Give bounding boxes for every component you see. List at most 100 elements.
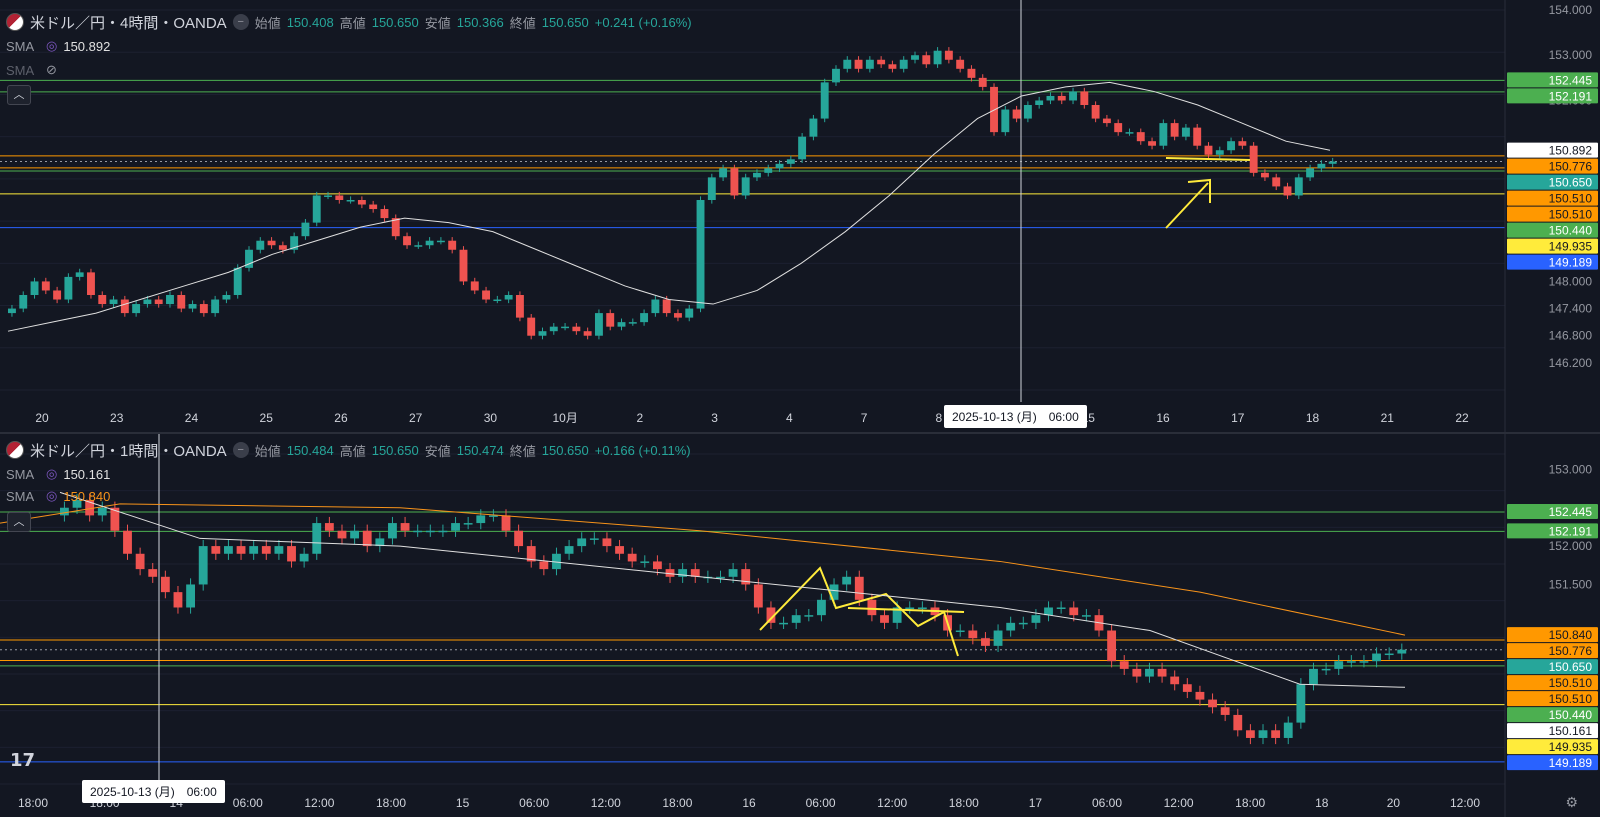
candle-body [160,576,170,593]
sma-row-1[interactable]: SMA ◎ 150.161 [6,462,691,486]
chart-pane-1h[interactable]: 153.000 152.000 151.500 152.445 152.191 150.8… [0,434,1600,817]
y-tick-label: 153.000 [1549,48,1593,62]
sma-row-1[interactable]: SMA ◎ 150.892 [6,34,692,58]
sma-source-icon: ◎ [46,38,58,53]
x-tick-label: 30 [484,411,498,425]
minus-icon[interactable]: − [232,442,249,458]
candle-body [978,77,987,87]
candlestick-chart-4h[interactable]: 154.000153.000152.000148.000147.400146.8… [0,0,1600,432]
symbol-title[interactable]: 米ドル／円・4時間・OANDA [30,14,227,32]
candle-body [564,546,574,554]
price-tag-label: 152.191 [1549,524,1593,538]
price-tag [1507,755,1598,771]
candle-body [85,500,95,516]
sma-line [59,491,1406,688]
candle-body [290,236,299,250]
symbol-row: 米ドル／円・1時間・OANDA − 始値 150.484 高値 150.650 安値… [6,438,691,462]
candle-body [719,168,728,178]
candle-body [606,313,615,327]
x-tick-label: 10月 [552,411,577,425]
candle-body [8,308,16,314]
candlestick-chart-1h[interactable]: 153.000 152.000 151.500 152.445 152.191 150.8… [0,434,1600,817]
eye-hidden-icon[interactable]: ⊘ [46,62,57,77]
high-value: 150.650 [371,442,419,458]
candle-body [198,546,208,585]
candle-body [1044,607,1053,616]
candle-body [1321,668,1331,671]
candle-body [375,538,385,547]
price-tag-label: 150.440 [1549,708,1593,722]
candle-body [211,546,221,554]
candle-body [1258,730,1268,738]
candle-body [482,290,491,300]
chart-pane-4h[interactable]: 154.000153.000152.000148.000147.400146.8… [0,0,1600,432]
candle-body [30,281,39,295]
candle-body [98,295,107,305]
candle-body [1245,730,1255,738]
candle-body [1170,123,1179,137]
candle-body [843,59,852,69]
candle-body [652,561,662,570]
x-tick-label: 27 [409,411,423,425]
candle-body [786,159,795,164]
candle-body [690,569,700,577]
candle-body [346,200,355,202]
candle-body [662,299,671,314]
minus-icon[interactable]: − [232,14,249,30]
sma-row-2[interactable]: SMA ⊘ [6,58,692,82]
candle-body [425,530,435,533]
x-tick-label: 12:00 [304,796,334,810]
x-tick-label: 15 [456,796,470,810]
candle-body [1296,684,1306,723]
candle-body [222,295,231,300]
x-tick-label: 7 [861,411,868,425]
sma-line [0,503,1406,636]
candle-body [154,299,163,305]
candle-body [1309,668,1318,685]
candle-body [438,530,448,533]
sma-row-2[interactable]: SMA ◎ 150.840 [6,484,691,508]
sma-value: 150.892 [63,38,111,54]
candle-body [312,523,322,554]
candle-body [459,249,468,282]
candle-body [1023,105,1032,119]
x-tick-label: 25 [260,411,274,425]
price-tag-label: 150.892 [1549,144,1593,158]
us-jp-flag-icon [6,441,24,459]
candle-body [905,607,915,609]
candle-body [993,630,1003,646]
candle-body [1069,607,1079,616]
annotation-arrow [1165,182,1209,229]
price-tag-label: 149.189 [1549,756,1593,770]
candle-body [933,50,942,65]
open-value: 150.484 [286,442,334,458]
candle-body [820,82,829,119]
candle-body [1136,132,1145,142]
price-tag-label: 150.161 [1549,724,1593,738]
candle-body [400,523,410,531]
candle-body [753,172,761,178]
candle-body [640,313,649,323]
candle-body [501,515,511,531]
candle-body [1081,615,1091,617]
pane-divider[interactable] [0,432,1600,434]
candle-body [764,168,773,173]
candle-body [97,507,107,516]
candle-body [1046,95,1055,101]
annotation-drawing [847,607,965,613]
x-tick-label: 06:00 [233,796,263,810]
chevron-up-icon[interactable]: ︿ [7,512,31,532]
price-tag-label: 150.510 [1549,676,1593,690]
candle-body [716,576,725,579]
gear-icon[interactable]: ⚙ [1565,794,1578,810]
annotation-mark [1165,157,1251,161]
sma-label: SMA [6,62,35,78]
candle-body [685,308,694,318]
price-tag [1507,206,1598,222]
candle-body [1102,118,1111,124]
close-value: 150.650 [541,442,589,458]
x-tick-label: 06:00 [1092,796,1122,810]
candle-body [120,299,129,314]
chevron-up-icon[interactable]: ︿ [7,85,31,105]
symbol-title[interactable]: 米ドル／円・1時間・OANDA [30,442,227,460]
